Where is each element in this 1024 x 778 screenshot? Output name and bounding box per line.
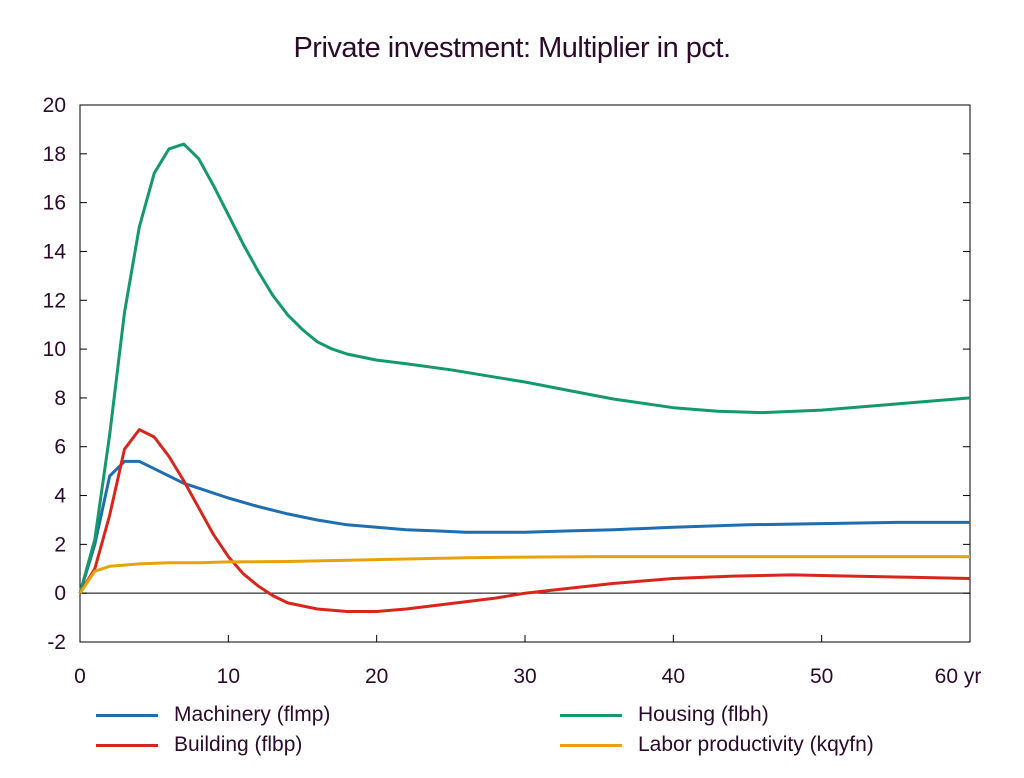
x-tick-label: 20 (365, 665, 388, 688)
legend-label-housing: Housing (flbh) (638, 703, 769, 726)
x-tick-label: 10 (217, 665, 240, 688)
legend-label-building: Building (flbp) (174, 733, 303, 756)
y-tick-label: -2 (47, 631, 66, 654)
series-line-building-flbp (78, 428, 971, 613)
legend-item-labor-productivity: Labor productivity (kqyfn) (560, 733, 874, 757)
legend-item-housing: Housing (flbh) (560, 703, 769, 727)
legend-item-machinery: Machinery (flmp) (96, 703, 330, 727)
x-tick-label: 0 (74, 665, 86, 688)
y-tick-label: 20 (43, 94, 66, 117)
y-tick-label: 0 (54, 582, 66, 605)
series-line-machinery-flmp (78, 459, 970, 594)
x-tick-label: 50 (810, 665, 833, 688)
y-tick-label: 10 (43, 338, 66, 361)
y-tick-label: 2 (54, 533, 66, 556)
y-tick-label: 12 (43, 289, 66, 312)
series-line-labor-productivity-kqyfn (78, 555, 970, 595)
legend-item-building: Building (flbp) (96, 733, 302, 757)
y-tick-label: 4 (54, 485, 66, 508)
legend-swatch-labor-productivity (560, 743, 622, 747)
x-tick-label: 30 (513, 665, 536, 688)
y-tick-label: 18 (43, 143, 66, 166)
legend-swatch-building (96, 743, 158, 747)
x-tick-label: 60 yr (935, 665, 982, 688)
legend-label-labor-productivity: Labor productivity (kqyfn) (638, 733, 874, 756)
series-line-housing-flbh (78, 142, 971, 594)
legend-swatch-housing (560, 713, 622, 717)
legend-swatch-machinery (96, 713, 158, 717)
line-chart: -2 0 2 4 6 8 10 12 14 16 18 20 0 10 20 30 40 50 60 yr (43, 94, 982, 688)
y-tick-label: 14 (43, 240, 67, 263)
legend-label-machinery: Machinery (flmp) (174, 703, 331, 726)
y-tick-label: 6 (54, 436, 66, 459)
y-tick-label: 16 (43, 192, 66, 215)
y-tick-label: 8 (54, 387, 66, 410)
chart-title: Private investment: Multiplier in pct. (293, 32, 731, 64)
x-tick-label: 40 (662, 665, 685, 688)
